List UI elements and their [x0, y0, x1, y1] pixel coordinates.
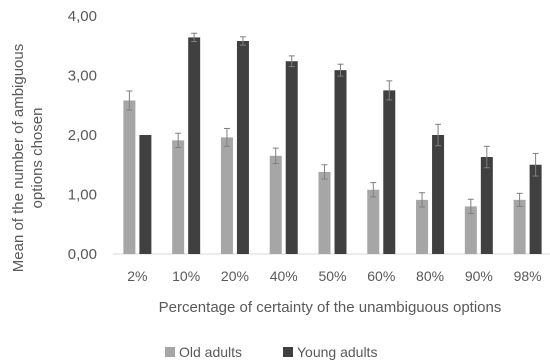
error-bar-young-adults — [483, 145, 490, 169]
bar-young-adults — [529, 164, 542, 254]
error-bar-old-adults — [175, 132, 182, 148]
bar-young-adults — [383, 90, 396, 254]
bar-old-adults — [220, 137, 233, 254]
bar-young-adults — [139, 135, 152, 254]
x-category-label: 50% — [318, 268, 346, 284]
bar-old-adults — [318, 171, 331, 254]
bar-young-adults — [334, 70, 347, 255]
bar-young-adults — [188, 37, 201, 254]
error-bar-old-adults — [272, 147, 279, 165]
bar-old-adults — [513, 199, 526, 254]
bar-old-adults — [464, 206, 477, 254]
error-bar-old-adults — [321, 164, 328, 180]
bar-young-adults — [480, 157, 493, 254]
bar-old-adults — [269, 155, 282, 254]
x-axis-title: Percentage of certainty of the unambiguo… — [159, 299, 502, 316]
error-bar-young-adults — [288, 55, 295, 68]
error-bar-old-adults — [223, 127, 230, 147]
y-axis-title-line1: Mean of the number of ambiguous — [10, 44, 27, 272]
x-category-label: 2% — [127, 268, 147, 284]
legend-swatch-young-adults — [283, 347, 293, 357]
y-tick-label: 4,00 — [68, 8, 97, 25]
y-tick-label: 1,00 — [68, 187, 97, 204]
y-axis-ticks: 0,00 1,00 2,00 3,00 4,00 — [68, 8, 97, 263]
bar-young-adults — [236, 40, 249, 254]
legend-label-young-adults: Young adults — [297, 344, 377, 360]
error-bar-young-adults — [532, 152, 539, 177]
bar-young-adults — [285, 61, 298, 254]
bar-young-adults — [432, 135, 445, 254]
x-category-label: 40% — [270, 268, 298, 284]
error-bar-young-adults — [239, 36, 246, 46]
y-tick-label: 3,00 — [68, 68, 97, 85]
y-tick-label: 0,00 — [68, 246, 97, 263]
error-bar-young-adults — [337, 63, 344, 77]
error-bar-old-adults — [126, 90, 133, 111]
error-bar-young-adults — [435, 123, 442, 147]
error-bar-old-adults — [419, 192, 426, 208]
bars-group — [123, 32, 542, 255]
x-category-label: 80% — [416, 268, 444, 284]
error-bar-old-adults — [370, 182, 377, 198]
legend-label-old-adults: Old adults — [179, 344, 242, 360]
y-tick-label: 2,00 — [68, 127, 97, 144]
legend-swatch-old-adults — [165, 347, 175, 357]
bar-old-adults — [416, 199, 429, 254]
error-bar-young-adults — [386, 80, 393, 101]
y-axis-title-line2: options chosen — [29, 108, 46, 209]
bar-old-adults — [172, 140, 185, 254]
x-category-label: 10% — [172, 268, 200, 284]
bar-old-adults — [367, 189, 380, 254]
x-category-label: 60% — [367, 268, 395, 284]
x-category-label: 90% — [465, 268, 493, 284]
x-category-label: 98% — [514, 268, 542, 284]
legend: Old adults Young adults — [165, 344, 377, 360]
error-bar-old-adults — [467, 198, 474, 215]
x-axis-categories: 2% 10% 20% 40% 50% 60% 80% 90% 98% — [127, 268, 541, 284]
x-category-label: 20% — [221, 268, 249, 284]
bar-old-adults — [123, 100, 136, 255]
error-bar-old-adults — [516, 192, 523, 207]
error-bar-young-adults — [191, 32, 198, 43]
